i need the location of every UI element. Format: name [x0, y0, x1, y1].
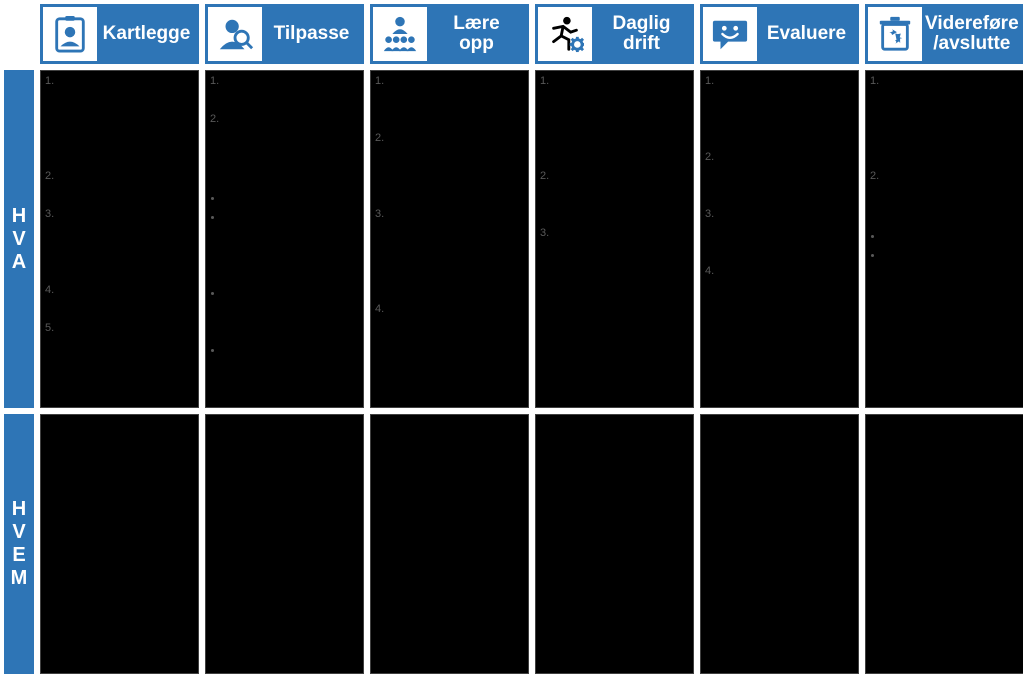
- speech-smile-icon: [703, 7, 757, 61]
- cell-hvem-evaluere: [700, 414, 859, 674]
- cell-hvem-viderefore: [865, 414, 1023, 674]
- trainer-group-icon: [373, 7, 427, 61]
- row-label-hva: HVA: [4, 70, 34, 408]
- col-header-label: Evaluere: [760, 23, 859, 45]
- col-header-viderefore: Videreføre /avslutte: [865, 4, 1023, 64]
- cell-hvem-kartlegge: [40, 414, 199, 674]
- runner-gear-icon: [538, 7, 592, 61]
- col-header-kartlegge: Kartlegge: [40, 4, 199, 64]
- cell-hva-kartlegge: 1.2.3.4.5.: [40, 70, 199, 408]
- col-header-laere-opp: Lære opp: [370, 4, 529, 64]
- cell-hva-evaluere: 1.2.3.4.: [700, 70, 859, 408]
- cell-hvem-tilpasse: [205, 414, 364, 674]
- matrix-grid: Kartlegge Tilpasse Lære opp Daglig drift Eva…: [4, 4, 1023, 674]
- col-header-label: Videreføre /avslutte: [925, 14, 1023, 54]
- cell-hva-tilpasse: 1.2.: [205, 70, 364, 408]
- col-header-label: Kartlegge: [100, 23, 199, 45]
- col-header-label: Lære opp: [430, 14, 529, 54]
- matrix-canvas: Kartlegge Tilpasse Lære opp Daglig drift Eva…: [0, 0, 1023, 682]
- recycle-bin-icon: [868, 7, 922, 61]
- col-header-daglig: Daglig drift: [535, 4, 694, 64]
- cell-hva-daglig: 1.2.3.: [535, 70, 694, 408]
- row-label-hvem: HVEM: [4, 414, 34, 674]
- user-search-icon: [208, 7, 262, 61]
- cell-hva-viderefore: 1.2.: [865, 70, 1023, 408]
- col-header-label: Tilpasse: [265, 23, 364, 45]
- col-header-label: Daglig drift: [595, 14, 694, 54]
- col-header-tilpasse: Tilpasse: [205, 4, 364, 64]
- col-header-evaluere: Evaluere: [700, 4, 859, 64]
- id-badge-icon: [43, 7, 97, 61]
- cell-hvem-daglig: [535, 414, 694, 674]
- cell-hva-laere-opp: 1.2.3.4.: [370, 70, 529, 408]
- cell-hvem-laere-opp: [370, 414, 529, 674]
